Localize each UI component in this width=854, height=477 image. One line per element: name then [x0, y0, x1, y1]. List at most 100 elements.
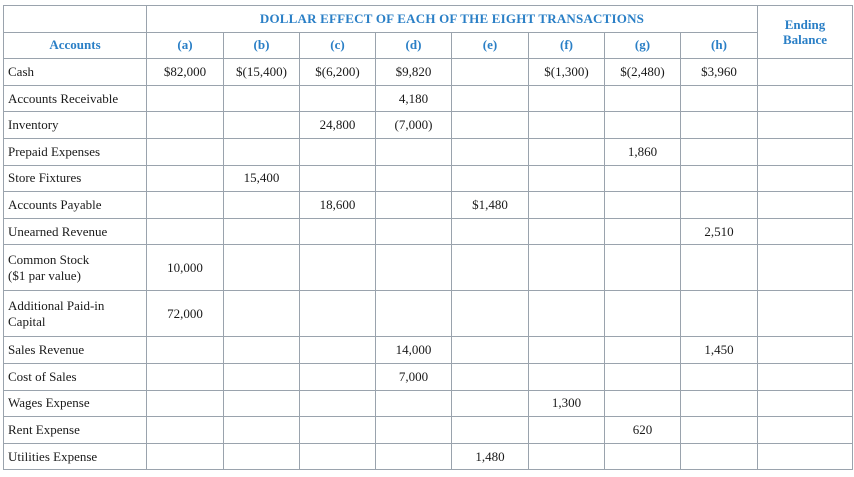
value-cell	[223, 442, 300, 471]
value-cell: 14,000	[375, 336, 452, 364]
value-cell	[680, 389, 758, 418]
account-name: Accounts Payable	[3, 191, 147, 219]
ending-label-line1: Ending	[784, 17, 826, 33]
value-cell	[528, 290, 605, 338]
value-cell: (7,000)	[375, 111, 452, 139]
account-name: Prepaid Expenses	[3, 137, 147, 166]
value-cell	[680, 191, 758, 219]
value-cell	[223, 84, 300, 113]
value-cell	[528, 164, 605, 193]
value-cell	[299, 389, 376, 418]
value-cell	[451, 336, 529, 364]
ending-balance-cell	[757, 244, 853, 292]
account-name: Cash	[3, 58, 147, 86]
value-cell: 18,600	[299, 191, 376, 219]
table-row: Inventory 24,800 (7,000)	[3, 111, 853, 139]
table-row: Accounts Payable 18,600 $1,480	[3, 191, 853, 219]
ending-balance-cell	[757, 442, 853, 471]
value-cell	[604, 336, 681, 364]
table-row: Additional Paid-in Capital 72,000	[3, 290, 853, 338]
value-cell	[451, 362, 529, 391]
value-cell: $(2,480)	[604, 58, 681, 86]
value-cell	[604, 84, 681, 113]
value-cell	[146, 336, 224, 364]
value-cell: 15,400	[223, 164, 300, 193]
value-cell	[604, 217, 681, 246]
ending-balance-cell	[757, 58, 853, 86]
value-cell	[451, 416, 529, 444]
value-cell	[680, 84, 758, 113]
value-cell	[451, 84, 529, 113]
value-cell	[299, 137, 376, 166]
value-cell	[680, 290, 758, 338]
value-cell	[299, 164, 376, 193]
value-cell	[680, 111, 758, 139]
column-header-a: (a)	[146, 31, 224, 60]
accounts-header: Accounts	[3, 31, 147, 60]
value-cell	[451, 217, 529, 246]
ending-balance-cell	[757, 137, 853, 166]
table-row: Common Stock ($1 par value) 10,000	[3, 244, 853, 292]
value-cell: 1,860	[604, 137, 681, 166]
value-cell	[375, 244, 452, 292]
value-cell	[680, 164, 758, 193]
value-cell	[299, 442, 376, 471]
value-cell: 620	[604, 416, 681, 444]
value-cell	[146, 84, 224, 113]
value-cell	[299, 217, 376, 246]
value-cell	[528, 244, 605, 292]
value-cell	[146, 442, 224, 471]
value-cell	[375, 442, 452, 471]
value-cell	[299, 416, 376, 444]
ending-balance-cell	[757, 290, 853, 338]
value-cell	[375, 164, 452, 193]
value-cell	[528, 191, 605, 219]
ending-balance-cell	[757, 217, 853, 246]
ending-balance-cell	[757, 416, 853, 444]
account-name: Sales Revenue	[3, 336, 147, 364]
account-name: Common Stock ($1 par value)	[3, 244, 147, 292]
account-name-line2: ($1 par value)	[8, 267, 81, 283]
column-header-c: (c)	[299, 31, 376, 60]
value-cell	[528, 111, 605, 139]
value-cell	[223, 416, 300, 444]
value-cell: 1,450	[680, 336, 758, 364]
account-name: Inventory	[3, 111, 147, 139]
value-cell	[451, 389, 529, 418]
value-cell	[146, 217, 224, 246]
value-cell: 7,000	[375, 362, 452, 391]
value-cell	[375, 191, 452, 219]
value-cell	[604, 164, 681, 193]
value-cell	[223, 362, 300, 391]
value-cell	[223, 217, 300, 246]
ending-balance-cell	[757, 191, 853, 219]
value-cell	[604, 290, 681, 338]
value-cell	[299, 84, 376, 113]
ending-label-line2: Balance	[782, 32, 828, 48]
banner-title: DOLLAR EFFECT OF EACH OF THE EIGHT TRANS…	[146, 5, 758, 33]
column-header-b: (b)	[223, 31, 300, 60]
ending-balance-cell	[757, 84, 853, 113]
table-row: Rent Expense 620	[3, 416, 853, 444]
value-cell	[223, 290, 300, 338]
value-cell: 4,180	[375, 84, 452, 113]
value-cell	[680, 416, 758, 444]
transactions-table: DOLLAR EFFECT OF EACH OF THE EIGHT TRANS…	[3, 4, 853, 471]
column-header-h: (h)	[680, 31, 758, 60]
account-name: Wages Expense	[3, 389, 147, 418]
account-name: Store Fixtures	[3, 164, 147, 193]
value-cell: $(6,200)	[299, 58, 376, 86]
ending-balance-cell	[757, 164, 853, 193]
table-row: Accounts Receivable 4,180	[3, 84, 853, 113]
value-cell	[604, 362, 681, 391]
value-cell	[604, 244, 681, 292]
value-cell	[299, 244, 376, 292]
value-cell	[223, 336, 300, 364]
value-cell	[604, 389, 681, 418]
value-cell	[451, 137, 529, 166]
account-name-line1: Common Stock	[8, 251, 90, 267]
value-cell	[528, 442, 605, 471]
value-cell	[146, 111, 224, 139]
ending-balance-header: Ending Balance	[757, 4, 853, 60]
value-cell	[680, 244, 758, 292]
